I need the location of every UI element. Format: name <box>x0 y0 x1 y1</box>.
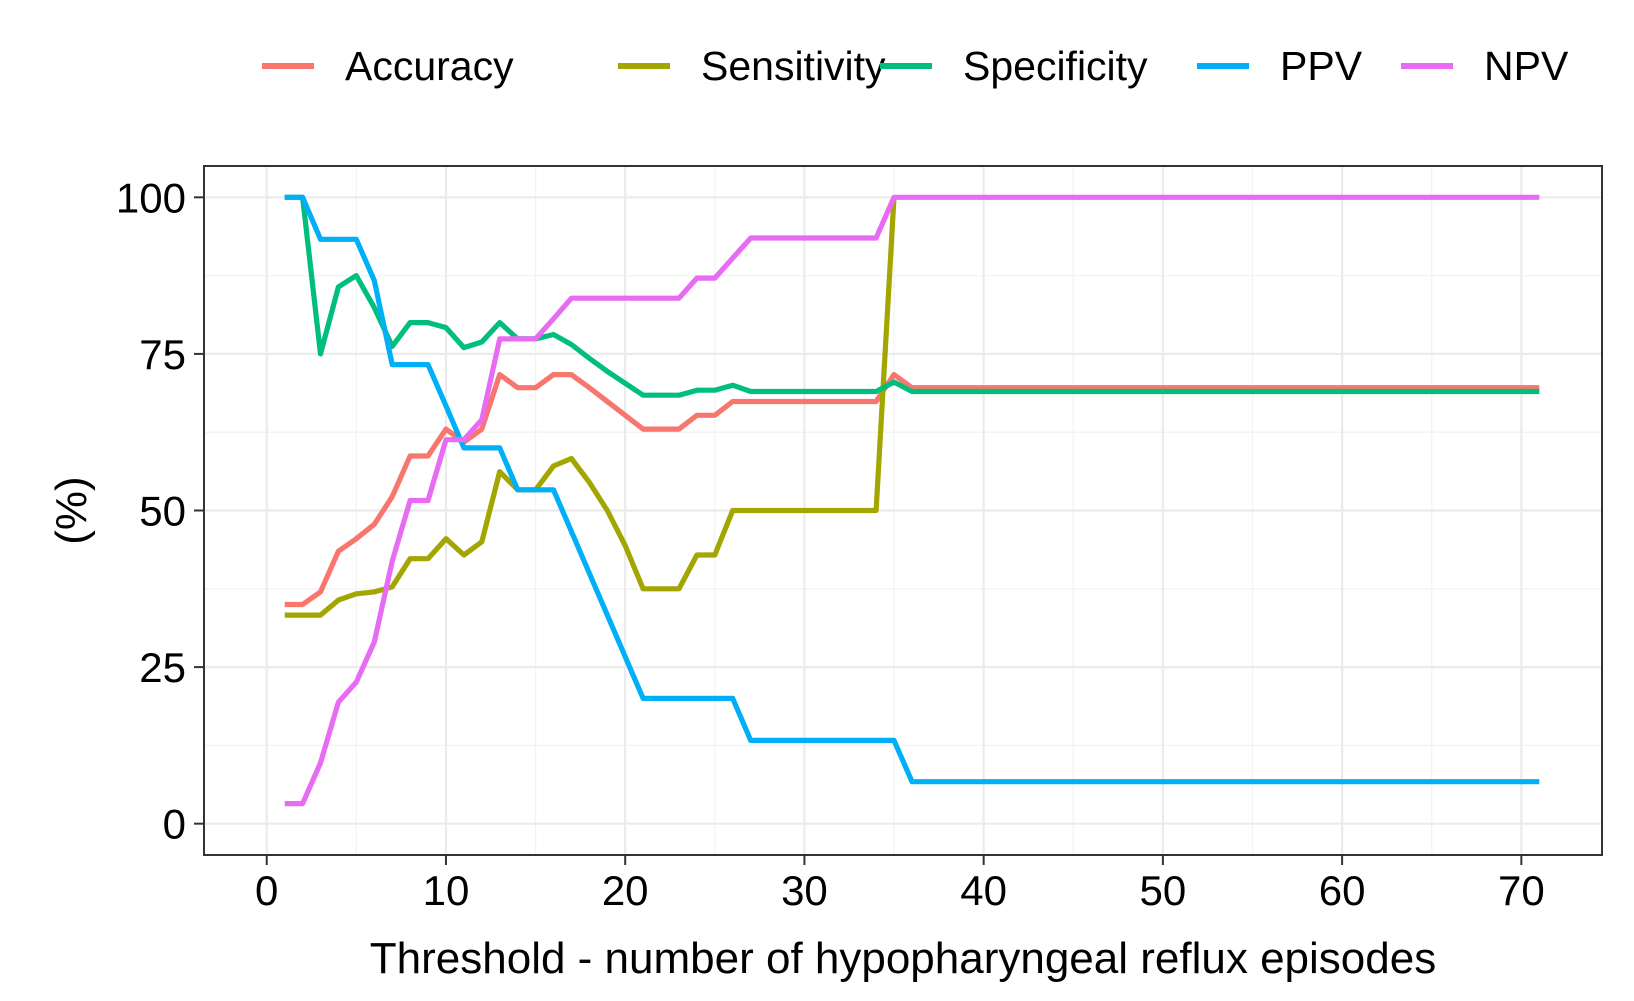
series-lines <box>284 194 1540 807</box>
y-axis-title: (%) <box>47 476 96 544</box>
legend-label-npv: NPV <box>1484 43 1569 89</box>
legend-label-sensitivity: Sensitivity <box>701 43 886 89</box>
x-tick-label: 10 <box>423 867 470 914</box>
x-tick-label: 50 <box>1140 867 1187 914</box>
y-tick-label: 25 <box>139 644 186 691</box>
legend-label-accuracy: Accuracy <box>345 43 514 89</box>
x-tick-label: 70 <box>1498 867 1545 914</box>
y-tick-label: 50 <box>139 488 186 535</box>
series-line-npv <box>284 194 1540 807</box>
x-tick-label: 40 <box>960 867 1007 914</box>
legend-label-specificity: Specificity <box>963 43 1148 89</box>
y-tick-label: 75 <box>139 331 186 378</box>
series-line-ppv <box>284 194 1540 785</box>
series-line-specificity <box>284 194 1540 398</box>
x-axis: 0 10 20 30 40 50 60 70 <box>255 855 1545 914</box>
series-line-accuracy <box>284 372 1540 608</box>
x-tick-label: 20 <box>602 867 649 914</box>
x-tick-label: 30 <box>781 867 828 914</box>
legend: Accuracy Sensitivity Specificity PPV NPV <box>262 43 1569 89</box>
legend-label-ppv: PPV <box>1280 43 1363 89</box>
x-tick-label: 0 <box>255 867 278 914</box>
x-tick-label: 60 <box>1319 867 1366 914</box>
y-tick-label: 0 <box>163 801 186 848</box>
y-axis: 0 25 50 75 100 <box>116 174 204 848</box>
y-tick-label: 100 <box>116 174 186 221</box>
x-axis-title: Threshold - number of hypopharyngeal ref… <box>370 934 1436 983</box>
